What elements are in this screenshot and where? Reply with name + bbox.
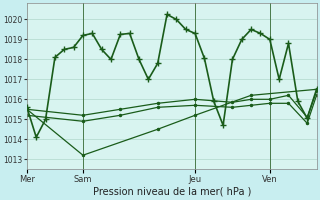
X-axis label: Pression niveau de la mer( hPa ): Pression niveau de la mer( hPa ): [92, 187, 251, 197]
